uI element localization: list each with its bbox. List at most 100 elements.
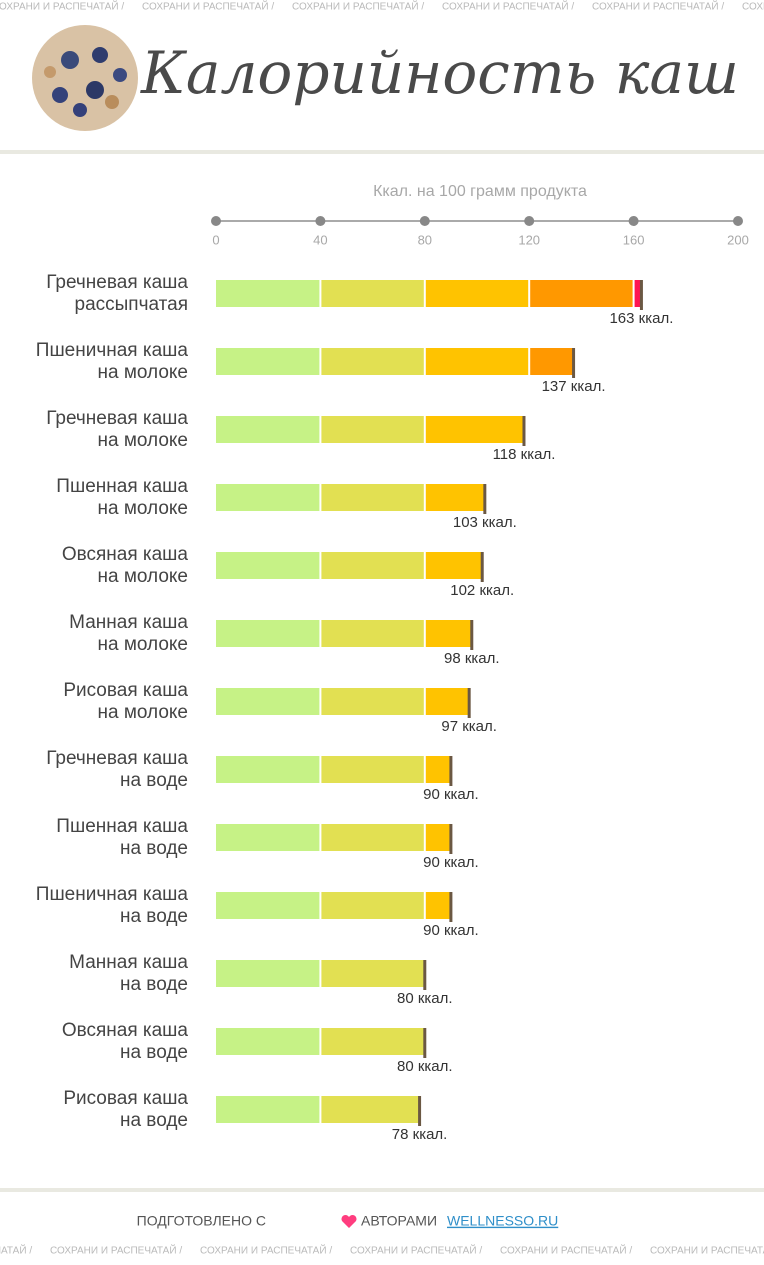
value-label: 98 ккал.: [444, 650, 500, 667]
bar-segment: [321, 756, 424, 783]
category-label: на молоке: [97, 702, 188, 723]
x-tick-label: 40: [313, 232, 327, 247]
bar-segment: [216, 620, 320, 647]
tick-dot: [419, 216, 430, 226]
bar-segment: [216, 552, 320, 579]
heart-icon: [341, 1214, 357, 1228]
tick-dot: [211, 216, 221, 226]
bar-segment: [321, 1028, 425, 1055]
strip-text: СОХРАНИ И РАСПЕЧАТАЙ /: [0, 1244, 32, 1257]
category-label: Пшеничная каша: [36, 340, 189, 361]
bar-segment: [425, 280, 529, 307]
bar-segment: [216, 824, 320, 851]
x-axis-title: Ккал. на 100 грамм продукта: [373, 183, 587, 200]
strip-text: СОХРАНИ И РАСПЕЧАТАЙ /: [292, 0, 424, 13]
category-label: Рисовая каша: [63, 1088, 188, 1109]
bar-segment: [425, 484, 485, 511]
bar-segment: [425, 620, 472, 647]
bar-segment: [216, 756, 320, 783]
strip-text: СОХРАНИ И РАСПЕЧАТАЙ /: [650, 1244, 764, 1257]
bar-segment: [425, 348, 529, 375]
strip-text: СОХРАНИ И РАСПЕЧАТАЙ /: [742, 0, 764, 13]
bar-segment: [425, 688, 470, 715]
bar-segment: [321, 960, 425, 987]
bar-segment: [216, 960, 320, 987]
bar-segment: [321, 824, 424, 851]
value-label: 137 ккал.: [542, 378, 606, 395]
bar-segment: [216, 1028, 320, 1055]
x-tick-label: 160: [623, 232, 645, 247]
category-label: Пшенная каша: [56, 816, 188, 837]
value-label: 97 ккал.: [441, 718, 497, 735]
category-label: на воде: [120, 906, 188, 927]
bar-segment: [530, 280, 633, 307]
bar-segment: [216, 416, 320, 443]
value-label: 102 ккал.: [450, 582, 514, 599]
bar-segment: [425, 552, 483, 579]
bar-segment: [321, 484, 424, 511]
category-label: на воде: [120, 1042, 188, 1063]
strip-text: СОХРАНИ И РАСПЕЧАТАЙ /: [50, 1244, 182, 1257]
bar-segment: [216, 892, 320, 919]
bar-segment: [425, 756, 451, 783]
footer-link[interactable]: WELLNESSO.RU: [447, 1213, 558, 1229]
x-tick-label: 120: [518, 232, 540, 247]
tick-dot: [315, 216, 326, 226]
category-label: на воде: [120, 838, 188, 859]
tick-dot: [733, 216, 743, 226]
bar-segment: [425, 892, 451, 919]
bar-segment: [321, 620, 424, 647]
category-label: на воде: [120, 974, 188, 995]
bar-segment: [216, 484, 320, 511]
x-tick-label: 80: [418, 232, 432, 247]
bar-segment: [425, 416, 524, 443]
footer-text: АВТОРАМИ: [361, 1213, 437, 1229]
category-label: Овсяная каша: [62, 1020, 189, 1041]
bar-segment: [530, 348, 574, 375]
footer-text: ПОДГОТОВЛЕНО С: [137, 1213, 266, 1229]
bar-segment: [216, 348, 320, 375]
category-label: Пшеничная каша: [36, 884, 189, 905]
category-label: Овсяная каша: [62, 544, 189, 565]
strip-text: СОХРАНИ И РАСПЕЧАТАЙ /: [350, 1244, 482, 1257]
strip-text: СОХРАНИ И РАСПЕЧАТАЙ /: [142, 0, 274, 13]
category-label: Манная каша: [69, 952, 188, 973]
bar-segment: [321, 416, 424, 443]
category-label: Пшенная каша: [56, 476, 188, 497]
bar-segment: [321, 688, 424, 715]
category-label: на молоке: [97, 634, 188, 655]
chart-title: Калорийность каш: [140, 39, 739, 107]
value-label: 163 ккал.: [609, 310, 673, 327]
x-tick-label: 0: [212, 232, 219, 247]
strip-text: СОХРАНИ И РАСПЕЧАТАЙ /: [442, 0, 574, 13]
value-label: 90 ккал.: [423, 786, 479, 803]
value-label: 80 ккал.: [397, 990, 453, 1007]
strip-text: СОХРАНИ И РАСПЕЧАТАЙ /: [200, 1244, 332, 1257]
category-label: на молоке: [97, 498, 188, 519]
bar-segment: [216, 280, 320, 307]
bar-segment: [321, 892, 424, 919]
category-label: на воде: [120, 1110, 188, 1131]
bar-segment: [216, 688, 320, 715]
value-label: 90 ккал.: [423, 854, 479, 871]
value-label: 80 ккал.: [397, 1058, 453, 1075]
value-label: 118 ккал.: [493, 446, 556, 463]
strip-text: СОХРАНИ И РАСПЕЧАТАЙ /: [592, 0, 724, 13]
bar-segment: [216, 1096, 320, 1123]
tick-dot: [628, 216, 639, 226]
category-label: рассыпчатая: [75, 294, 188, 315]
header-image: [32, 25, 138, 131]
category-label: Гречневая каша: [46, 272, 188, 293]
category-label: на молоке: [97, 566, 188, 587]
value-label: 103 ккал.: [453, 514, 517, 531]
category-label: на молоке: [97, 430, 188, 451]
bar-segment: [321, 348, 424, 375]
bar-segment: [634, 280, 642, 307]
bar-segment: [321, 280, 424, 307]
value-label: 78 ккал.: [392, 1126, 448, 1143]
category-label: Манная каша: [69, 612, 188, 633]
strip-text: СОХРАНИ И РАСПЕЧАТАЙ /: [500, 1244, 632, 1257]
tick-dot: [524, 216, 535, 226]
strip-text: СОХРАНИ И РАСПЕЧАТАЙ /: [0, 0, 124, 13]
